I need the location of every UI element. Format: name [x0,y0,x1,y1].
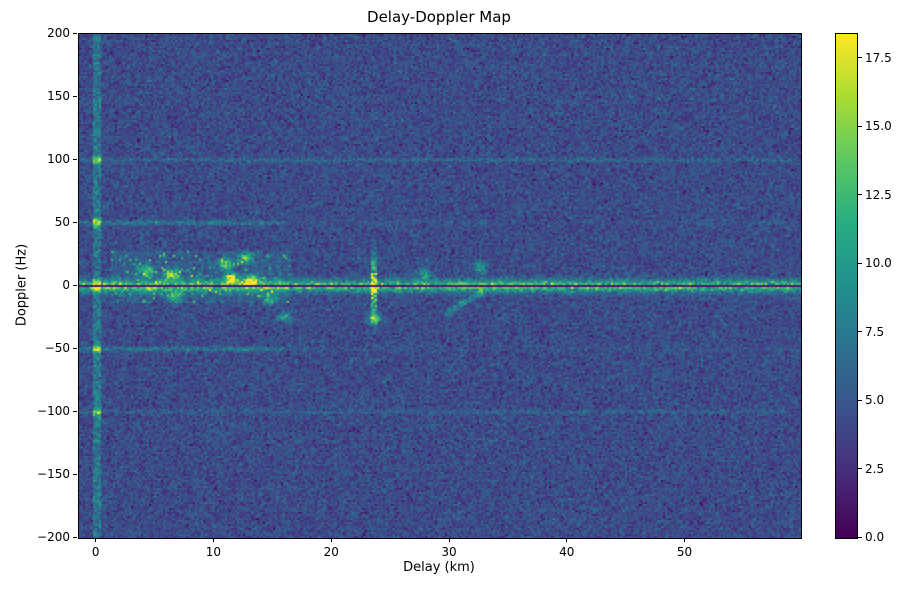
y-tick-mark [73,473,77,475]
y-tick-label: 100 [47,152,70,166]
y-tick-mark [73,410,77,412]
x-tick-mark [330,538,332,542]
colorbar-tick-mark [858,399,862,401]
colorbar-canvas [836,34,857,538]
x-tick-label: 40 [559,545,575,559]
y-tick-mark [73,347,77,349]
colorbar [835,33,858,539]
y-tick-mark [73,221,77,223]
plot-area [78,33,802,539]
y-tick-label: 200 [47,26,70,40]
colorbar-tick-mark [858,125,862,127]
colorbar-tick-mark [858,331,862,333]
x-tick-label: 50 [676,545,693,559]
x-tick-label: 20 [323,545,339,559]
y-tick-mark [73,536,77,538]
heatmap-canvas [79,34,801,538]
y-tick-mark [73,95,77,97]
y-tick-label: −200 [37,530,70,544]
x-tick-label: 10 [205,545,222,559]
colorbar-tick-label: 12.5 [865,187,892,202]
y-tick-mark [73,158,77,160]
y-tick-mark [73,32,77,34]
colorbar-tick-mark [858,262,862,264]
x-tick-mark [95,538,97,542]
x-tick-mark [684,538,686,542]
colorbar-tick-label: 10.0 [865,256,892,271]
x-tick-mark [448,538,450,542]
y-tick-label: −100 [37,404,70,418]
colorbar-tick-mark [858,194,862,196]
colorbar-tick-label: 7.5 [865,324,885,339]
y-tick-label: 150 [47,89,70,103]
chart-title: Delay-Doppler Map [367,8,511,26]
colorbar-tick-mark [858,536,862,538]
x-axis-label: Delay (km) [403,560,475,575]
x-tick-label: 30 [441,545,457,559]
colorbar-tick-label: 5.0 [865,393,885,408]
y-tick-label: −150 [37,467,70,481]
colorbar-tick-label: 2.5 [865,461,885,476]
y-tick-mark [73,284,77,286]
x-tick-mark [212,538,214,542]
colorbar-tick-mark [858,57,862,59]
x-tick-mark [566,538,568,542]
colorbar-tick-label: 0.0 [865,530,885,544]
colorbar-tick-label: 17.5 [865,50,892,65]
x-tick-label: 0 [91,545,100,559]
colorbar-tick-label: 15.0 [865,119,892,134]
y-tick-label: −50 [44,341,70,355]
colorbar-tick-mark [858,468,862,470]
y-tick-label: 50 [54,215,70,229]
y-tick-label: 0 [62,278,70,292]
